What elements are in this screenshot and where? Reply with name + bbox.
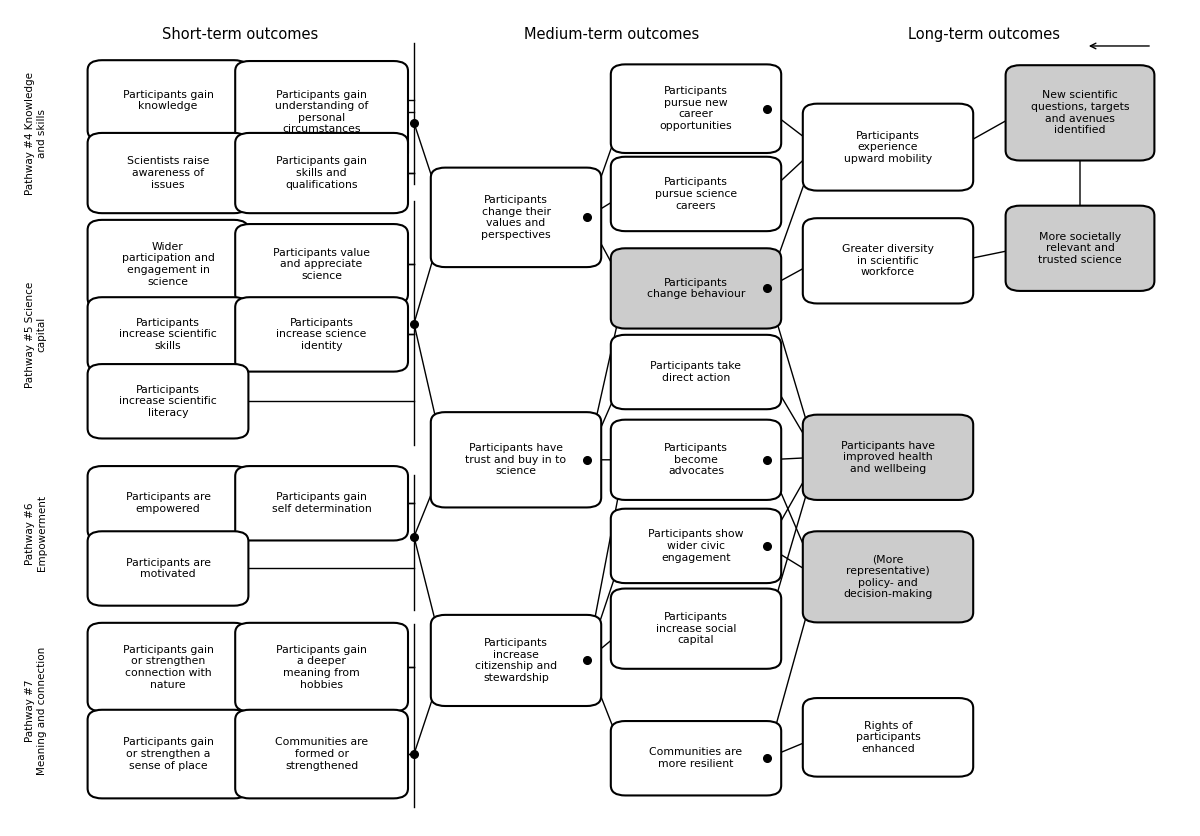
FancyBboxPatch shape: [611, 721, 781, 796]
Text: Participants
pursue science
careers: Participants pursue science careers: [655, 177, 737, 211]
Text: Participants gain
knowledge: Participants gain knowledge: [122, 89, 214, 111]
FancyBboxPatch shape: [803, 218, 973, 303]
FancyBboxPatch shape: [235, 224, 408, 304]
FancyBboxPatch shape: [235, 133, 408, 213]
FancyBboxPatch shape: [88, 364, 248, 438]
Text: Participants show
wider civic
engagement: Participants show wider civic engagement: [648, 529, 744, 563]
FancyBboxPatch shape: [1006, 206, 1154, 291]
Text: Participants value
and appreciate
science: Participants value and appreciate scienc…: [274, 247, 370, 281]
Text: Participants gain
self determination: Participants gain self determination: [271, 492, 372, 514]
FancyBboxPatch shape: [88, 133, 248, 213]
Text: Long-term outcomes: Long-term outcomes: [908, 27, 1060, 42]
Text: Participants
experience
upward mobility: Participants experience upward mobility: [844, 130, 932, 164]
FancyBboxPatch shape: [611, 508, 781, 584]
Text: Participants gain
skills and
qualifications: Participants gain skills and qualificati…: [276, 156, 367, 190]
FancyBboxPatch shape: [88, 60, 248, 140]
Text: Communities are
more resilient: Communities are more resilient: [649, 747, 743, 769]
FancyBboxPatch shape: [88, 298, 248, 371]
Text: Participants are
motivated: Participants are motivated: [126, 558, 210, 579]
Text: Rights of
participants
enhanced: Rights of participants enhanced: [856, 721, 920, 754]
FancyBboxPatch shape: [431, 168, 601, 268]
FancyBboxPatch shape: [88, 532, 248, 605]
Text: Pathway #4 Knowledge
and skills: Pathway #4 Knowledge and skills: [25, 72, 47, 196]
FancyBboxPatch shape: [611, 64, 781, 153]
Text: Participants have
improved health
and wellbeing: Participants have improved health and we…: [841, 441, 935, 474]
Text: Participants
increase scientific
skills: Participants increase scientific skills: [119, 318, 217, 351]
Text: Participants
increase
citizenship and
stewardship: Participants increase citizenship and st…: [475, 638, 557, 683]
Text: Pathway #5 Science
capital: Pathway #5 Science capital: [25, 281, 47, 388]
Text: (More
representative)
policy- and
decision-making: (More representative) policy- and decisi…: [844, 554, 932, 599]
FancyBboxPatch shape: [803, 415, 973, 500]
Text: Scientists raise
awareness of
issues: Scientists raise awareness of issues: [127, 156, 209, 190]
FancyBboxPatch shape: [611, 334, 781, 409]
Text: Participants are
empowered: Participants are empowered: [126, 492, 210, 514]
FancyBboxPatch shape: [803, 698, 973, 777]
FancyBboxPatch shape: [611, 157, 781, 232]
Text: New scientific
questions, targets
and avenues
identified: New scientific questions, targets and av…: [1031, 90, 1129, 135]
Text: Participants
change behaviour: Participants change behaviour: [647, 278, 745, 299]
Text: Participants
pursue new
career
opportunities: Participants pursue new career opportuni…: [660, 86, 732, 131]
Text: Medium-term outcomes: Medium-term outcomes: [524, 27, 700, 42]
Text: Participants
increase social
capital: Participants increase social capital: [656, 612, 736, 645]
FancyBboxPatch shape: [1006, 65, 1154, 161]
FancyBboxPatch shape: [431, 615, 601, 706]
Text: Participants gain
a deeper
meaning from
hobbies: Participants gain a deeper meaning from …: [276, 645, 367, 690]
Text: Participants gain
or strengthen
connection with
nature: Participants gain or strengthen connecti…: [122, 645, 214, 690]
Text: Participants gain
understanding of
personal
circumstances: Participants gain understanding of perso…: [275, 89, 368, 135]
Text: Participants
become
advocates: Participants become advocates: [664, 443, 728, 477]
Text: Communities are
formed or
strengthened: Communities are formed or strengthened: [275, 737, 368, 771]
FancyBboxPatch shape: [611, 420, 781, 500]
FancyBboxPatch shape: [235, 710, 408, 798]
FancyBboxPatch shape: [611, 248, 781, 329]
Text: Wider
participation and
engagement in
science: Wider participation and engagement in sc…: [121, 242, 215, 287]
Text: Participants take
direct action: Participants take direct action: [650, 361, 742, 383]
FancyBboxPatch shape: [88, 466, 248, 541]
Text: Pathway #7
Meaning and connection: Pathway #7 Meaning and connection: [25, 646, 47, 775]
FancyBboxPatch shape: [803, 104, 973, 191]
Text: Short-term outcomes: Short-term outcomes: [162, 27, 318, 42]
FancyBboxPatch shape: [431, 412, 601, 507]
Text: Participants gain
or strengthen a
sense of place: Participants gain or strengthen a sense …: [122, 737, 214, 771]
Text: Participants have
trust and buy in to
science: Participants have trust and buy in to sc…: [466, 443, 566, 477]
FancyBboxPatch shape: [88, 710, 248, 798]
FancyBboxPatch shape: [235, 298, 408, 371]
FancyBboxPatch shape: [235, 466, 408, 541]
Text: More societally
relevant and
trusted science: More societally relevant and trusted sci…: [1038, 232, 1122, 265]
Text: Greater diversity
in scientific
workforce: Greater diversity in scientific workforc…: [842, 244, 934, 278]
FancyBboxPatch shape: [88, 220, 248, 308]
FancyBboxPatch shape: [235, 61, 408, 163]
FancyBboxPatch shape: [88, 623, 248, 711]
Text: Pathway #6
Empowerment: Pathway #6 Empowerment: [25, 496, 47, 571]
FancyBboxPatch shape: [803, 532, 973, 622]
Text: Participants
change their
values and
perspectives: Participants change their values and per…: [481, 195, 551, 240]
Text: Participants
increase scientific
literacy: Participants increase scientific literac…: [119, 385, 217, 418]
Text: Participants
increase science
identity: Participants increase science identity: [276, 318, 367, 351]
FancyBboxPatch shape: [611, 589, 781, 669]
FancyBboxPatch shape: [235, 623, 408, 711]
